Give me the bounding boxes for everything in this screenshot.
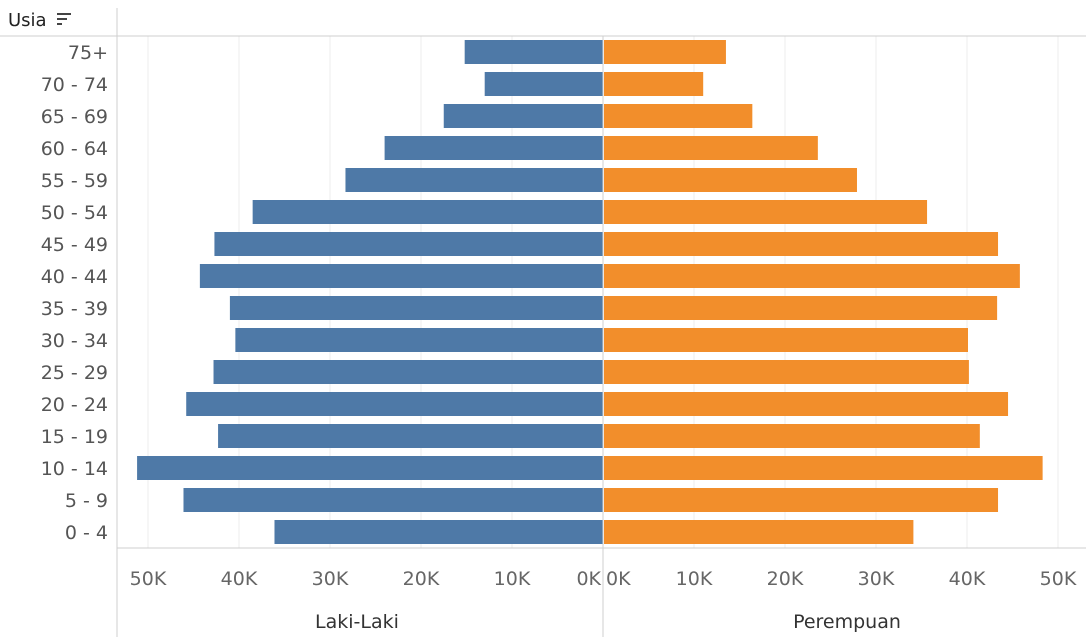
category-label: 75+ <box>68 42 108 64</box>
bar-male[interactable] <box>186 392 603 416</box>
bar-male[interactable] <box>464 40 603 64</box>
bar-female[interactable] <box>604 328 968 352</box>
x-tick-label-right: 30K <box>858 568 895 590</box>
bar-male[interactable] <box>214 232 603 256</box>
x-tick-label-left: 30K <box>312 568 349 590</box>
category-label: 50 - 54 <box>41 202 108 224</box>
category-label: 0 - 4 <box>65 522 108 544</box>
x-tick-label-left: 10K <box>494 568 531 590</box>
x-tick-label-right: 0K <box>606 568 631 590</box>
bar-male[interactable] <box>443 104 603 128</box>
bar-female[interactable] <box>604 392 1009 416</box>
x-tick-label-left: 20K <box>403 568 440 590</box>
bar-male[interactable] <box>199 264 603 288</box>
x-tick-label-right: 20K <box>767 568 804 590</box>
x-tick-label-left: 50K <box>130 568 167 590</box>
sort-descending-icon[interactable] <box>57 13 71 25</box>
bar-male[interactable] <box>235 328 604 352</box>
axis-ticks: 50K 40K 30K 20K 10K 0K 0K 10K 20K 30K 40K 50K <box>130 568 1077 590</box>
bar-female[interactable] <box>604 104 753 128</box>
axis-title-female: Perempuan <box>793 611 901 633</box>
bar-male[interactable] <box>213 360 603 384</box>
bar-male[interactable] <box>137 456 603 480</box>
category-label: 45 - 49 <box>41 234 108 256</box>
x-tick-label-right: 50K <box>1040 568 1077 590</box>
category-label: 10 - 14 <box>41 458 108 480</box>
bar-male[interactable] <box>229 296 603 320</box>
bar-female[interactable] <box>604 488 999 512</box>
bar-male[interactable] <box>183 488 604 512</box>
bars <box>137 40 1043 544</box>
x-tick-label-left: 40K <box>221 568 258 590</box>
x-tick-label-right: 40K <box>949 568 986 590</box>
category-label: 40 - 44 <box>41 266 108 288</box>
bar-male[interactable] <box>274 520 603 544</box>
category-label: 70 - 74 <box>41 74 108 96</box>
bar-male[interactable] <box>484 72 603 96</box>
bar-female[interactable] <box>604 456 1043 480</box>
category-label: 55 - 59 <box>41 170 108 192</box>
bar-female[interactable] <box>604 232 999 256</box>
bar-male[interactable] <box>252 200 603 224</box>
bar-female[interactable] <box>604 72 704 96</box>
category-label: 30 - 34 <box>41 330 108 352</box>
x-tick-label-right: 10K <box>676 568 713 590</box>
bar-female[interactable] <box>604 136 818 160</box>
category-label: 5 - 9 <box>65 490 108 512</box>
category-label: 60 - 64 <box>41 138 108 160</box>
bar-female[interactable] <box>604 360 969 384</box>
bar-male[interactable] <box>345 168 603 192</box>
x-tick-label-left: 0K <box>576 568 601 590</box>
bar-female[interactable] <box>604 40 726 64</box>
axis-title-male: Laki-Laki <box>315 611 399 633</box>
bar-female[interactable] <box>604 424 980 448</box>
category-label: 15 - 19 <box>41 426 108 448</box>
bar-female[interactable] <box>604 520 914 544</box>
category-labels: 75+ 70 - 74 65 - 69 60 - 64 55 - 59 50 - 54 45… <box>41 42 108 544</box>
bar-female[interactable] <box>604 264 1020 288</box>
category-label: 25 - 29 <box>41 362 108 384</box>
bar-female[interactable] <box>604 296 998 320</box>
category-label: 35 - 39 <box>41 298 108 320</box>
category-label: 65 - 69 <box>41 106 108 128</box>
category-label: 20 - 24 <box>41 394 108 416</box>
bar-male[interactable] <box>218 424 603 448</box>
bar-female[interactable] <box>604 200 928 224</box>
row-header-title: Usia <box>8 10 47 31</box>
bar-female[interactable] <box>604 168 857 192</box>
bar-male[interactable] <box>384 136 603 160</box>
